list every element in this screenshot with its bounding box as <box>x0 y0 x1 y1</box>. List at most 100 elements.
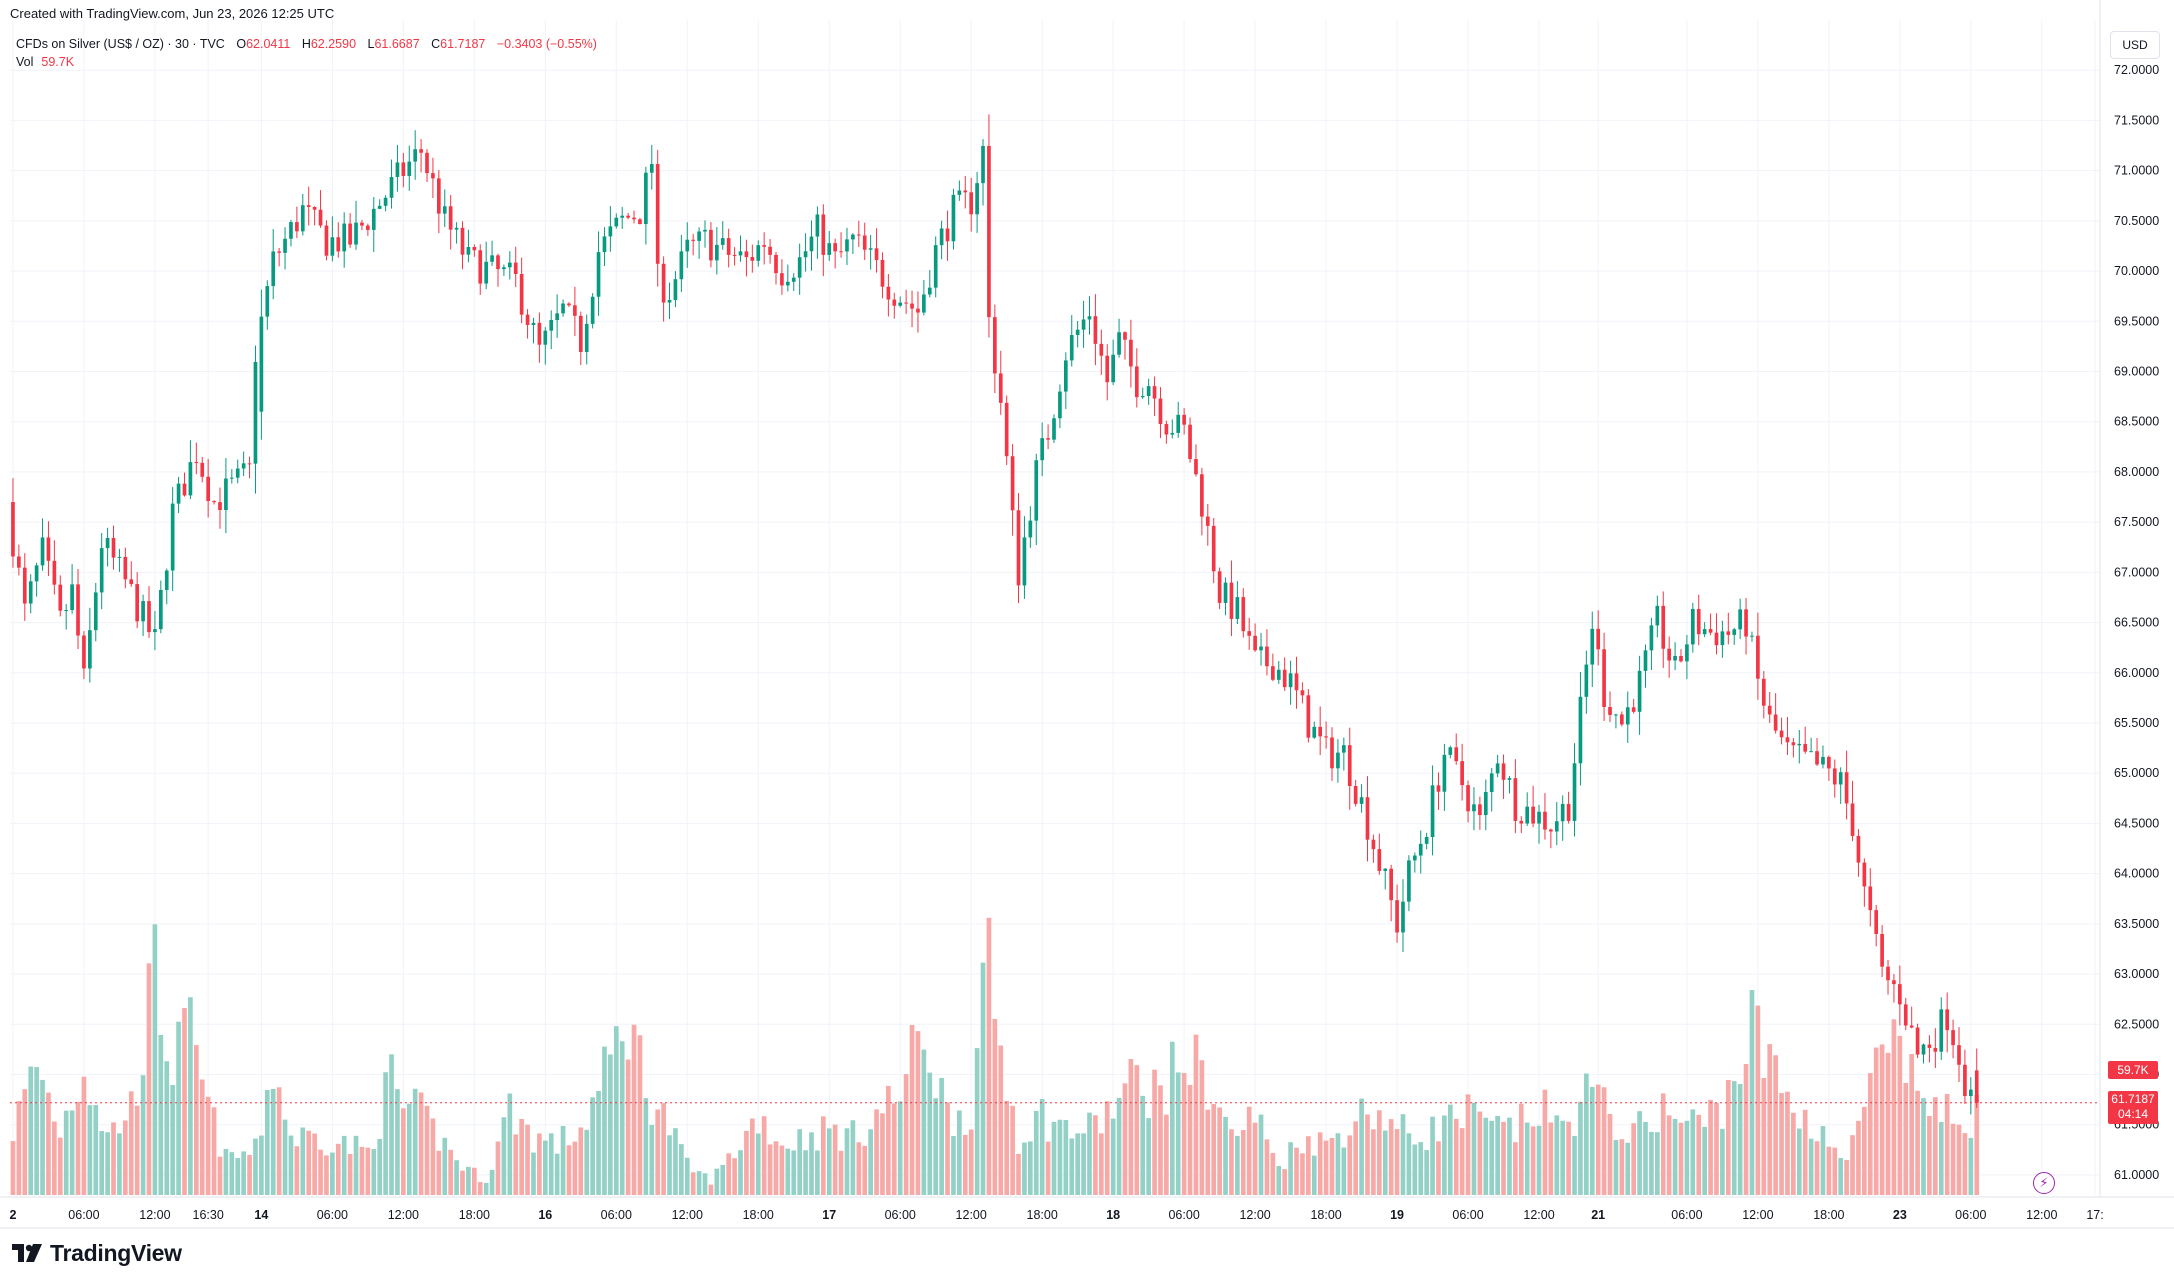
time-axis: 2 06:00 12:00 16:30 14 06:00 12:00 18:00 16 06:00… <box>0 1196 2174 1229</box>
time-tick-label: 12:00 <box>956 1208 987 1222</box>
candle-body <box>768 246 772 255</box>
volume-bar <box>661 1103 666 1195</box>
candle-body <box>797 257 802 278</box>
candle-body <box>1732 629 1737 635</box>
candle-body <box>703 229 707 232</box>
candle-body <box>484 261 488 284</box>
volume-bar <box>1306 1136 1311 1195</box>
candle-body <box>147 601 151 633</box>
candle-body <box>561 303 565 314</box>
volume-bar <box>1347 1135 1353 1195</box>
volume-bar <box>241 1151 246 1195</box>
volume-bar <box>1199 1060 1205 1195</box>
volume-bar <box>1022 1142 1027 1195</box>
candle-body <box>1827 756 1831 769</box>
candle-body <box>265 286 270 317</box>
time-tick-label: 12:00 <box>1742 1208 1773 1222</box>
volume-bar <box>1300 1153 1305 1195</box>
candle-body <box>1584 664 1589 697</box>
volume-bar <box>1820 1126 1826 1195</box>
volume-bar <box>1944 1093 1950 1195</box>
volume-label[interactable]: Vol <box>16 55 34 69</box>
currency-selector[interactable]: USD <box>2110 31 2160 59</box>
volume-bar <box>1530 1126 1536 1195</box>
candle-body <box>496 255 500 270</box>
volume-bar <box>1169 1041 1175 1195</box>
volume-bar <box>140 1075 146 1195</box>
candle-body <box>460 227 465 255</box>
volume-bar <box>1962 1133 1968 1195</box>
price-tick-label: 67.0000 <box>2114 565 2159 579</box>
volume-bar <box>844 1128 850 1195</box>
candle-body <box>1939 1009 1944 1052</box>
candle-body <box>1862 862 1867 887</box>
volume-bar <box>525 1124 530 1195</box>
candle-body <box>1454 747 1459 762</box>
candle-body <box>519 273 524 315</box>
volume-bar <box>10 1141 16 1195</box>
tradingview-logo[interactable]: TradingView <box>12 1238 182 1268</box>
high-label: H <box>301 37 311 51</box>
volume-bar <box>1885 1052 1891 1195</box>
candle-body <box>750 257 755 261</box>
candle-body <box>1395 900 1399 933</box>
volume-bar <box>359 1146 365 1195</box>
candle-body <box>1424 836 1429 844</box>
symbol-name[interactable]: CFDs on Silver (US$ / OZ) · 30 · TVC <box>16 37 225 51</box>
volume-bar <box>537 1133 542 1195</box>
candle-body <box>366 225 370 230</box>
time-tick-label: 12:00 <box>672 1208 703 1222</box>
volume-bar <box>1749 990 1755 1195</box>
candle-body <box>1140 395 1145 398</box>
volume-bar <box>1471 1102 1477 1195</box>
time-tick-label: 23 <box>1893 1208 1907 1222</box>
volume-bar <box>1690 1109 1696 1195</box>
time-tick-label: 21 <box>1591 1208 1605 1222</box>
time-tick-label: 06:00 <box>68 1208 99 1222</box>
candle-body <box>1010 456 1015 511</box>
candle-body <box>1200 474 1204 517</box>
candle-body <box>1111 354 1115 383</box>
candle-body <box>1750 635 1754 637</box>
volume-bar <box>1418 1142 1424 1195</box>
candle-body <box>1123 332 1127 340</box>
volume-bar <box>1761 1078 1767 1195</box>
candle-body <box>407 161 412 176</box>
volume-bar <box>1051 1121 1057 1195</box>
close-label: C <box>431 37 441 51</box>
volume-bar <box>489 1169 495 1195</box>
volume-bar <box>1205 1109 1211 1195</box>
volume-bar <box>22 1089 28 1195</box>
time-tick-label: 06:00 <box>601 1208 632 1222</box>
time-tick-label: 18:00 <box>1813 1208 1844 1222</box>
candle-body <box>886 286 891 300</box>
candle-body <box>1803 743 1808 752</box>
candle-body <box>1093 316 1098 344</box>
volume-bar <box>264 1090 270 1195</box>
candle-body <box>922 294 926 313</box>
volume-bar <box>259 1135 264 1195</box>
volume-bar <box>442 1137 448 1195</box>
volume-bar <box>957 1110 962 1195</box>
volume-bar <box>761 1116 767 1195</box>
candle-body <box>1347 745 1352 787</box>
volume-bar <box>815 1150 820 1195</box>
lightning-icon[interactable]: ⚡ <box>2033 1172 2055 1194</box>
candle-body <box>1596 628 1601 650</box>
candle-body <box>1554 821 1559 832</box>
volume-bar <box>1087 1112 1092 1195</box>
volume-bar <box>548 1133 554 1195</box>
candle-body <box>1087 316 1092 320</box>
candle-body <box>549 319 554 331</box>
chart-legend: CFDs on Silver (US$ / OZ) · 30 · TVC O62… <box>16 35 597 71</box>
volume-bar <box>188 997 193 1195</box>
volume-bar <box>1773 1055 1778 1195</box>
candle-body <box>697 231 701 241</box>
volume-bar <box>1862 1106 1867 1195</box>
candle-body <box>856 234 861 236</box>
candle-body <box>1211 525 1216 572</box>
volume-bar <box>531 1152 536 1195</box>
volume-bar <box>1365 1114 1370 1195</box>
volume-bar <box>1181 1073 1187 1195</box>
